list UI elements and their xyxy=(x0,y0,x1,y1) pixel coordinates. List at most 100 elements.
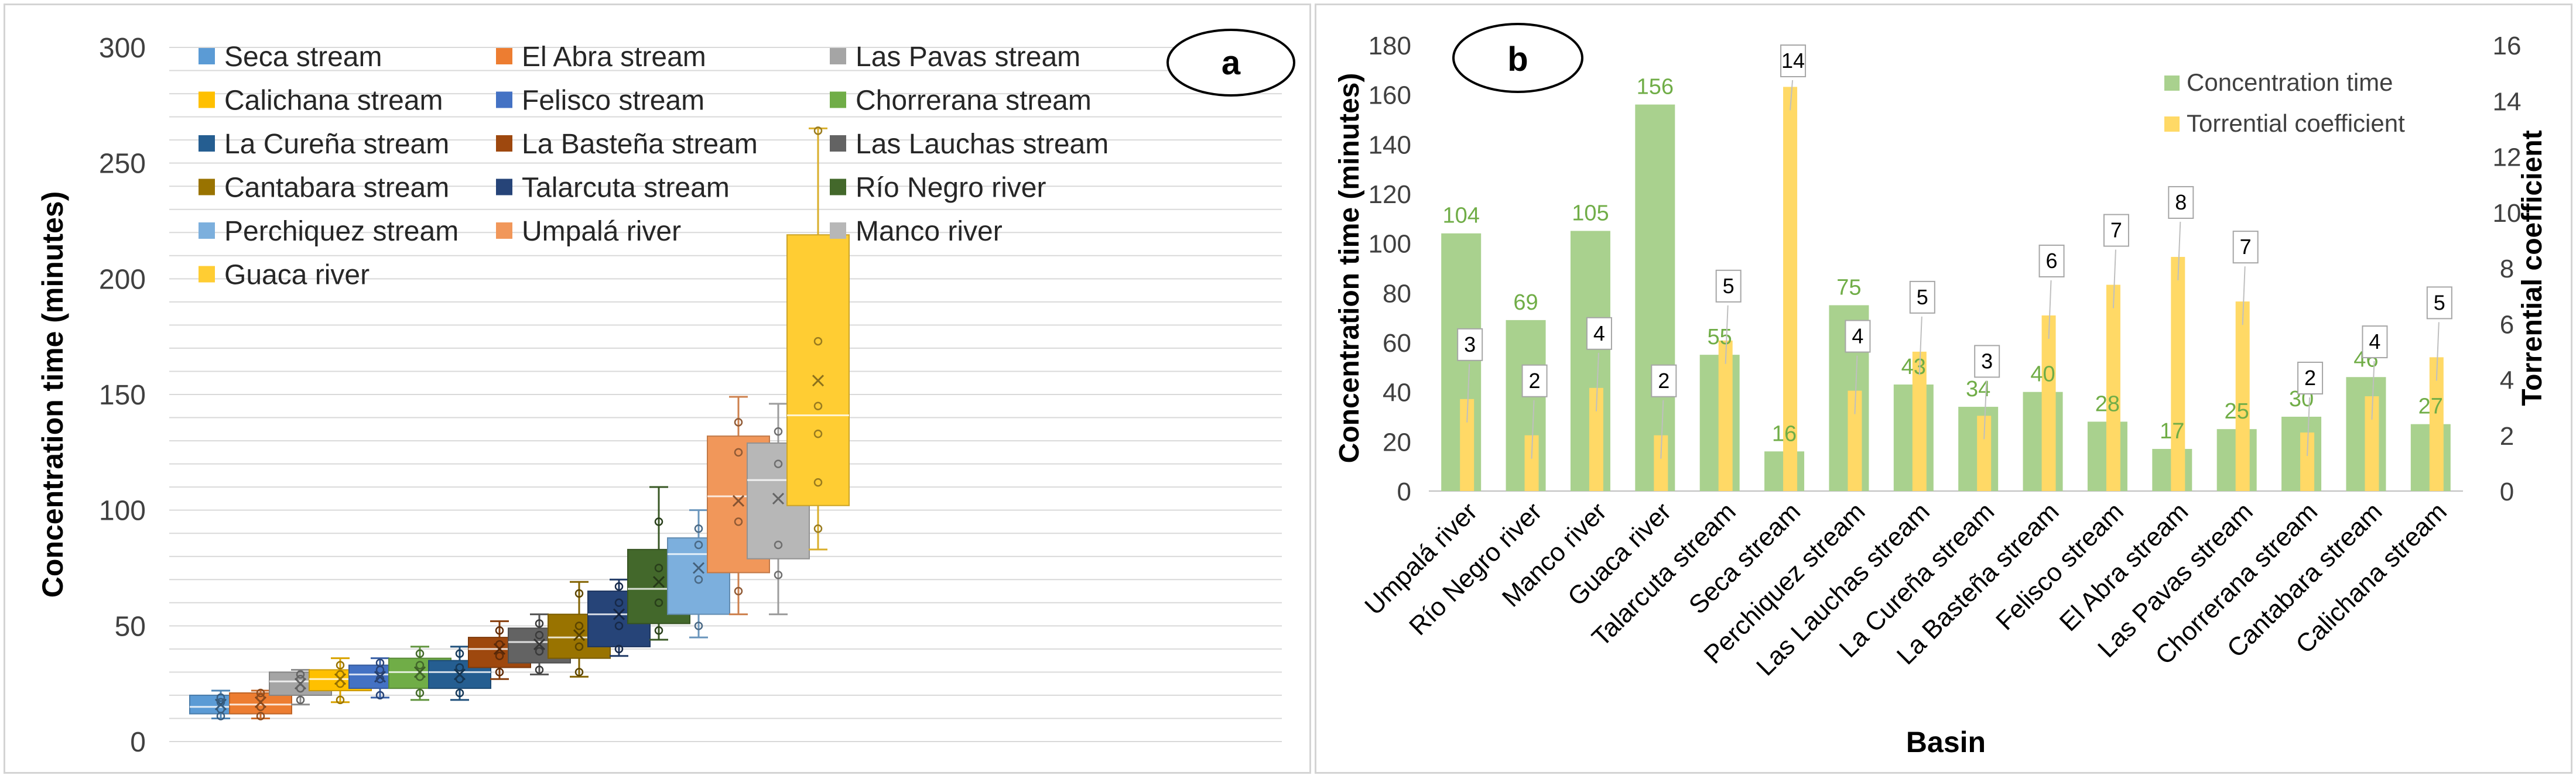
data-label-concentration: 17 xyxy=(2160,419,2184,444)
data-point xyxy=(813,478,823,487)
y-tick-label: 40 xyxy=(1383,379,1411,407)
legend-label: La Basteña stream xyxy=(522,129,758,160)
y-tick-label: 0 xyxy=(1397,478,1411,506)
data-point xyxy=(455,649,464,658)
data-point xyxy=(614,598,624,608)
data-point xyxy=(336,695,345,705)
data-label-concentration: 27 xyxy=(2418,394,2443,419)
y2-tick-label: 6 xyxy=(2500,310,2514,339)
y-tick-label: 300 xyxy=(99,33,146,64)
callout-torrential: 7 xyxy=(2103,214,2129,308)
box-13 xyxy=(667,509,730,639)
data-label-concentration: 104 xyxy=(1442,204,1479,228)
data-point xyxy=(256,712,265,720)
callout-leader xyxy=(1983,380,1987,440)
data-point xyxy=(774,540,783,550)
bar-torrential-coefficient xyxy=(2041,315,2056,491)
data-label-concentration: 16 xyxy=(1772,421,1797,446)
data-label-torrential: 4 xyxy=(2369,330,2380,354)
data-point xyxy=(296,695,305,705)
legend-label: Torrential coefficient xyxy=(2187,109,2405,137)
legend-label: Umpalá river xyxy=(522,216,681,247)
data-label-concentration: 28 xyxy=(2095,392,2120,416)
box-2 xyxy=(229,688,292,720)
data-label-torrential: 3 xyxy=(1981,349,1993,373)
y-tick-label: 200 xyxy=(99,264,146,295)
y-tick-label: 250 xyxy=(99,149,146,180)
legend-label: Las Pavas stream xyxy=(856,42,1080,73)
y-tick-label: 150 xyxy=(99,380,146,411)
data-point xyxy=(296,684,305,693)
box-3 xyxy=(269,668,332,706)
data-point xyxy=(415,649,425,658)
callout-torrential: 5 xyxy=(1909,280,1935,375)
legend-label: Las Lauchas stream xyxy=(856,129,1109,160)
y-tick-label: 140 xyxy=(1369,131,1411,159)
bar-torrential-coefficient xyxy=(1654,435,1668,491)
callout-leader xyxy=(2307,397,2311,457)
x-tick-label: Umpalá river xyxy=(1359,497,1483,620)
callout-torrential: 2 xyxy=(1521,364,1548,459)
callout-box xyxy=(1586,317,1612,350)
data-point xyxy=(455,675,464,684)
data-point xyxy=(256,693,265,702)
data-label-concentration: 69 xyxy=(1513,290,1538,315)
y2-tick-label: 14 xyxy=(2493,87,2522,116)
data-point xyxy=(216,698,225,707)
bar-concentration-time xyxy=(1635,104,1675,492)
data-label-concentration: 55 xyxy=(1708,325,1732,349)
mean-marker xyxy=(732,495,745,507)
data-point xyxy=(296,670,305,679)
data-label-torrential: 7 xyxy=(2240,235,2252,259)
callout-box xyxy=(2426,286,2452,320)
data-point xyxy=(256,702,265,711)
legend-swatch xyxy=(830,48,846,64)
legend-swatch xyxy=(199,48,215,64)
data-label-torrential: 5 xyxy=(1917,285,1928,309)
legend-label: Calichana stream xyxy=(224,85,443,116)
data-point xyxy=(813,401,823,411)
callout-leader xyxy=(2112,249,2116,308)
panel-label-ellipse xyxy=(1166,29,1295,97)
callout-box xyxy=(1909,280,1935,314)
legend-swatch xyxy=(830,91,846,108)
legend-label: Perchiquez stream xyxy=(224,216,459,247)
data-label-concentration: 40 xyxy=(2030,362,2055,387)
legend-swatch xyxy=(2164,116,2180,132)
callout-torrential: 2 xyxy=(1651,364,1677,459)
y-tick-label: 80 xyxy=(1383,279,1411,308)
chart-panel-a: 0 50 100 150 200 250 300 Concentration time (mi… xyxy=(4,4,1311,774)
legend-label: Río Negro river xyxy=(856,173,1046,204)
callout-box xyxy=(1780,44,1807,77)
data-point xyxy=(495,651,504,660)
data-point xyxy=(415,672,425,681)
callout-torrential: 5 xyxy=(2426,286,2452,381)
mean-marker xyxy=(573,629,586,641)
legend-swatch xyxy=(496,135,512,152)
data-label-concentration: 105 xyxy=(1572,201,1609,226)
data-point xyxy=(734,448,743,457)
data-label-concentration: 34 xyxy=(1966,377,1990,401)
legend-swatch xyxy=(199,135,215,152)
data-point xyxy=(694,524,703,533)
callout-torrential: 3 xyxy=(1457,328,1483,423)
y-tick-label: 100 xyxy=(1369,230,1411,259)
legend-swatch xyxy=(199,179,215,195)
bar-torrential-coefficient xyxy=(2106,284,2120,491)
data-point xyxy=(813,429,823,438)
panel-label: a xyxy=(1222,44,1241,82)
mean-marker xyxy=(812,375,825,387)
mean-marker xyxy=(692,562,705,574)
data-point xyxy=(415,688,425,698)
data-point xyxy=(495,626,504,635)
data-label-torrential: 8 xyxy=(2175,190,2187,214)
data-point xyxy=(774,571,783,579)
data-point xyxy=(535,647,544,656)
data-label-concentration: 156 xyxy=(1637,75,1674,99)
data-point xyxy=(614,582,624,591)
data-point xyxy=(336,670,345,679)
callout-box xyxy=(1521,364,1548,397)
box-16 xyxy=(786,126,850,551)
data-point xyxy=(535,665,544,674)
callout-leader xyxy=(1466,363,1470,423)
